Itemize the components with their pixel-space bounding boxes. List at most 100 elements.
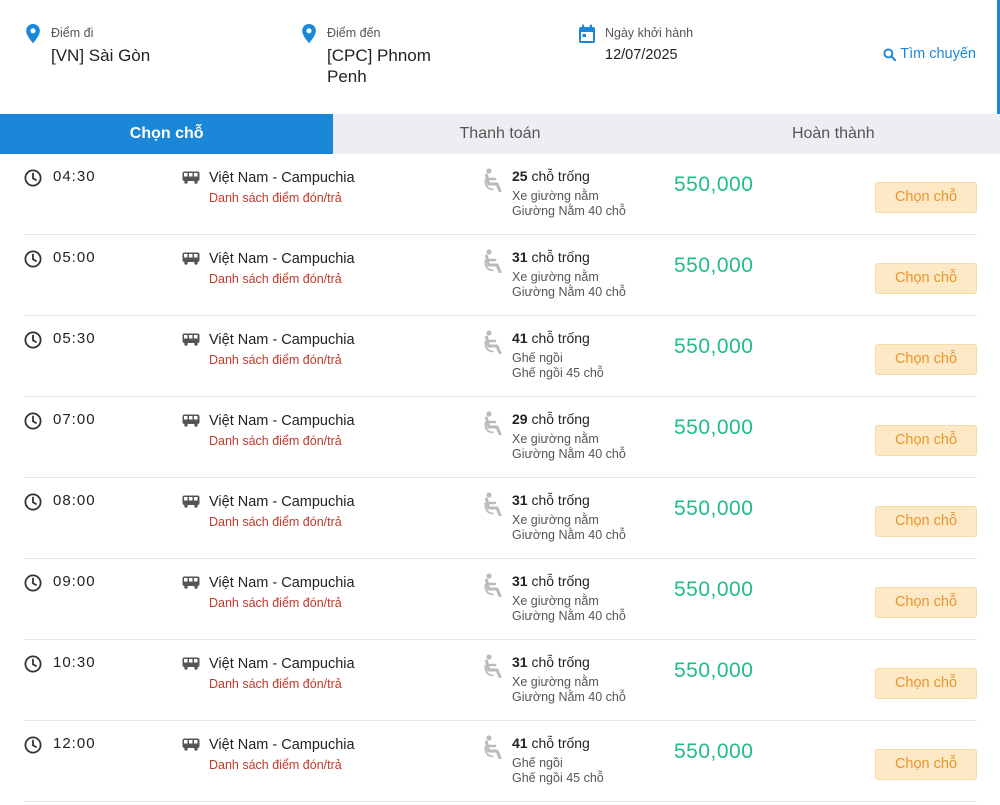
search-icon	[883, 47, 897, 61]
choose-seat-button[interactable]: Chọn chỗ	[875, 587, 977, 618]
seats-suffix: chỗ trống	[527, 411, 590, 427]
vehicle-type: Xe giường nằm	[512, 675, 599, 689]
clock-icon	[24, 412, 42, 430]
route-name: Việt Nam - Campuchia	[209, 737, 355, 753]
departure-time: 12:00	[53, 735, 96, 752]
seat-count: 31	[512, 573, 528, 589]
available-seats: 29 chỗ trống	[512, 411, 590, 427]
vehicle-description: Giường Nằm 40 chỗ	[512, 609, 626, 623]
bus-icon	[182, 333, 200, 346]
pickup-points-link[interactable]: Danh sách điểm đón/trả	[209, 596, 342, 610]
vehicle-description: Ghế ngồi 45 chỗ	[512, 366, 604, 380]
choose-seat-button[interactable]: Chọn chỗ	[875, 749, 977, 780]
pickup-points-link[interactable]: Danh sách điểm đón/trả	[209, 515, 342, 529]
search-trips-button[interactable]: Tìm chuyến	[883, 46, 976, 62]
tab-complete[interactable]: Hoàn thành	[791, 125, 875, 142]
ticket-price: 550,000	[674, 497, 754, 520]
seats-suffix: chỗ trống	[527, 654, 590, 670]
choose-seat-button[interactable]: Chọn chỗ	[875, 425, 977, 456]
vehicle-type: Xe giường nằm	[512, 189, 599, 203]
vehicle-type: Xe giường nằm	[512, 432, 599, 446]
clock-icon	[24, 169, 42, 187]
choose-seat-button[interactable]: Chọn chỗ	[875, 263, 977, 294]
available-seats: 41 chỗ trống	[512, 735, 590, 751]
route-name: Việt Nam - Campuchia	[209, 251, 355, 267]
tab-choose-seat[interactable]: Chọn chỗ	[0, 114, 334, 154]
trip-row: 07:00 Việt Nam - Campuchia Danh sách điể…	[24, 397, 977, 478]
destination-label: Điểm đến	[327, 26, 381, 40]
map-pin-icon	[302, 24, 316, 44]
date-value[interactable]: 12/07/2025	[605, 47, 678, 63]
pickup-points-link[interactable]: Danh sách điểm đón/trả	[209, 758, 342, 772]
seats-suffix: chỗ trống	[527, 249, 590, 265]
header-accent-rule	[997, 0, 1000, 122]
ticket-price: 550,000	[674, 173, 754, 196]
seat-icon	[484, 168, 502, 192]
date-label: Ngày khởi hành	[605, 26, 694, 40]
seat-icon	[484, 249, 502, 273]
seat-icon	[484, 411, 502, 435]
trip-row: 05:00 Việt Nam - Campuchia Danh sách điể…	[24, 235, 977, 316]
seats-suffix: chỗ trống	[527, 168, 590, 184]
seats-suffix: chỗ trống	[527, 330, 590, 346]
available-seats: 31 chỗ trống	[512, 492, 590, 508]
route-name: Việt Nam - Campuchia	[209, 332, 355, 348]
vehicle-description: Giường Nằm 40 chỗ	[512, 285, 626, 299]
ticket-price: 550,000	[674, 740, 754, 763]
available-seats: 41 chỗ trống	[512, 330, 590, 346]
origin-value[interactable]: [VN] Sài Gòn	[51, 46, 151, 65]
choose-seat-button[interactable]: Chọn chỗ	[875, 668, 977, 699]
departure-time: 08:00	[53, 492, 96, 509]
vehicle-description: Giường Nằm 40 chỗ	[512, 447, 626, 461]
departure-time: 10:30	[53, 654, 96, 671]
bus-icon	[182, 738, 200, 751]
vehicle-description: Ghế ngồi 45 chỗ	[512, 771, 604, 785]
vehicle-type: Xe giường nằm	[512, 513, 599, 527]
vehicle-description: Giường Nằm 40 chỗ	[512, 204, 626, 218]
bus-icon	[182, 252, 200, 265]
available-seats: 31 chỗ trống	[512, 573, 590, 589]
seat-count: 31	[512, 654, 528, 670]
departure-time: 05:30	[53, 330, 96, 347]
ticket-price: 550,000	[674, 578, 754, 601]
trip-row: 12:00 Việt Nam - Campuchia Danh sách điể…	[24, 721, 977, 802]
bus-icon	[182, 171, 200, 184]
ticket-price: 550,000	[674, 659, 754, 682]
pickup-points-link[interactable]: Danh sách điểm đón/trả	[209, 353, 342, 367]
pickup-points-link[interactable]: Danh sách điểm đón/trả	[209, 191, 342, 205]
choose-seat-button[interactable]: Chọn chỗ	[875, 182, 977, 213]
ticket-price: 550,000	[674, 416, 754, 439]
route-name: Việt Nam - Campuchia	[209, 413, 355, 429]
trip-row: 08:00 Việt Nam - Campuchia Danh sách điể…	[24, 478, 977, 559]
pickup-points-link[interactable]: Danh sách điểm đón/trả	[209, 677, 342, 691]
destination-value[interactable]: [CPC] Phnom Penh	[327, 46, 431, 86]
trip-row: 09:00 Việt Nam - Campuchia Danh sách điể…	[24, 559, 977, 640]
route-name: Việt Nam - Campuchia	[209, 575, 355, 591]
map-pin-icon	[26, 24, 40, 44]
vehicle-description: Giường Nằm 40 chỗ	[512, 528, 626, 542]
route-name: Việt Nam - Campuchia	[209, 170, 355, 186]
ticket-price: 550,000	[674, 335, 754, 358]
clock-icon	[24, 250, 42, 268]
trip-row: 10:30 Việt Nam - Campuchia Danh sách điể…	[24, 640, 977, 721]
seats-suffix: chỗ trống	[527, 492, 590, 508]
pickup-points-link[interactable]: Danh sách điểm đón/trả	[209, 434, 342, 448]
clock-icon	[24, 493, 42, 511]
seat-count: 29	[512, 411, 528, 427]
tab-payment[interactable]: Thanh toán	[459, 125, 541, 142]
choose-seat-button[interactable]: Chọn chỗ	[875, 344, 977, 375]
route-name: Việt Nam - Campuchia	[209, 656, 355, 672]
pickup-points-link[interactable]: Danh sách điểm đón/trả	[209, 272, 342, 286]
seat-count: 31	[512, 249, 528, 265]
seat-icon	[484, 492, 502, 516]
step-tabs: Chọn chỗ Thanh toán Hoàn thành	[0, 114, 1000, 154]
seat-count: 41	[512, 330, 528, 346]
seat-count: 25	[512, 168, 528, 184]
available-seats: 25 chỗ trống	[512, 168, 590, 184]
choose-seat-button[interactable]: Chọn chỗ	[875, 506, 977, 537]
vehicle-type: Xe giường nằm	[512, 594, 599, 608]
seats-suffix: chỗ trống	[527, 735, 590, 751]
seat-count: 31	[512, 492, 528, 508]
clock-icon	[24, 574, 42, 592]
